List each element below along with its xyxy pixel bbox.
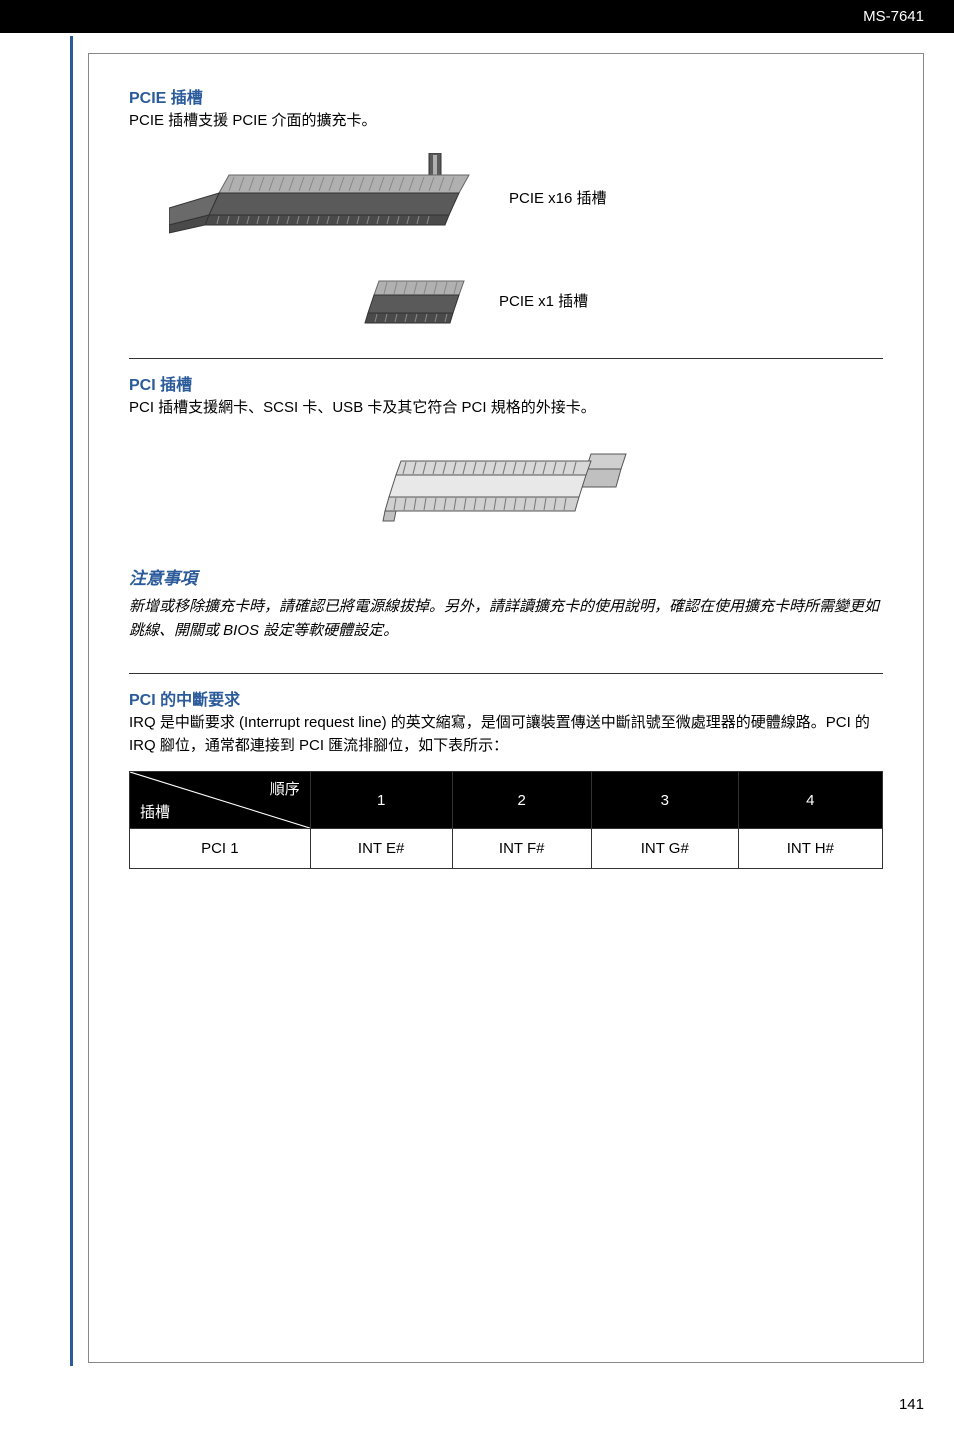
page-number: 141 — [899, 1396, 924, 1413]
pcie-x16-svg — [169, 153, 489, 243]
notice-text: 新增或移除擴充卡時，請確認已將電源線拔掉。另外，請詳讀擴充卡的使用說明，確認在使… — [129, 595, 883, 643]
row-label: PCI 1 — [130, 829, 311, 869]
header-bar: MS-7641 — [0, 0, 954, 33]
col-2: 2 — [452, 772, 591, 829]
divider-2 — [129, 673, 883, 674]
cell-4: INT H# — [738, 829, 882, 869]
cell-3: INT G# — [591, 829, 738, 869]
pcie-x1-row: PCIE x1 插槽 — [359, 273, 883, 328]
pcie-x16-label: PCIE x16 插槽 — [509, 187, 607, 208]
notice-title: 注意事項 — [129, 564, 883, 589]
pcie-desc: PCIE 插槽支援 PCIE 介面的擴充卡。 — [129, 110, 883, 133]
model-number: MS-7641 — [863, 8, 924, 25]
irq-title: PCI 的中斷要求 — [129, 686, 883, 710]
col-3: 3 — [591, 772, 738, 829]
cell-1: INT E# — [310, 829, 452, 869]
diag-header-cell: 順序 插槽 — [130, 772, 311, 829]
irq-table: 順序 插槽 1 2 3 4 PCI 1 INT E# INT F# INT G#… — [129, 771, 883, 869]
pci-title: PCI 插槽 — [129, 371, 883, 395]
pci-desc: PCI 插槽支援網卡、SCSI 卡、USB 卡及其它符合 PCI 規格的外接卡。 — [129, 397, 883, 420]
diag-bottom-label: 插槽 — [140, 801, 170, 822]
pcie-title: PCIE 插槽 — [129, 84, 883, 108]
col-4: 4 — [738, 772, 882, 829]
pci-svg — [376, 449, 636, 524]
col-1: 1 — [310, 772, 452, 829]
pcie-x1-label: PCIE x1 插槽 — [499, 290, 588, 311]
table-row: PCI 1 INT E# INT F# INT G# INT H# — [130, 829, 883, 869]
cell-2: INT F# — [452, 829, 591, 869]
table-header-row: 順序 插槽 1 2 3 4 — [130, 772, 883, 829]
margin-rule — [70, 36, 73, 1366]
content-frame: PCIE 插槽 PCIE 插槽支援 PCIE 介面的擴充卡。 — [88, 53, 924, 1363]
diag-top-label: 順序 — [270, 778, 300, 799]
pcie-diagram: PCIE x16 插槽 PCIE x — [129, 153, 883, 328]
divider-1 — [129, 358, 883, 359]
pcie-x16-row: PCIE x16 插槽 — [169, 153, 883, 243]
pcie-x1-svg — [359, 273, 479, 328]
pci-diagram — [129, 449, 883, 524]
irq-desc: IRQ 是中斷要求 (Interrupt request line) 的英文縮寫… — [129, 712, 883, 757]
